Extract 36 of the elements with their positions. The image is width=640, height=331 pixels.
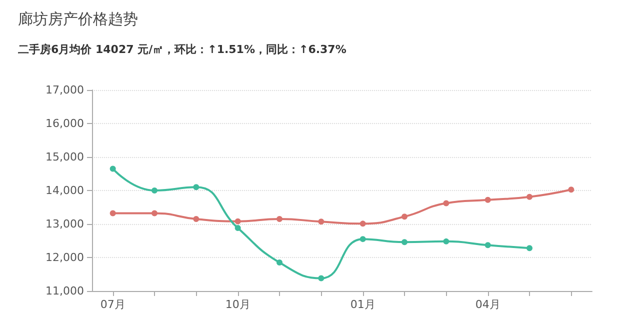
y-tick-label: 16,000 — [46, 117, 84, 130]
point — [402, 214, 408, 220]
point — [402, 239, 408, 246]
point — [484, 242, 491, 248]
y-tick-label: 15,000 — [46, 150, 84, 164]
y-tick-label: 17,000 — [46, 84, 84, 96]
point — [568, 186, 574, 193]
point — [193, 184, 200, 190]
point — [110, 210, 116, 216]
point — [276, 216, 282, 222]
point — [360, 220, 366, 227]
point — [526, 245, 532, 252]
y-tick-label: 12,000 — [46, 251, 84, 264]
point — [234, 225, 241, 232]
point — [318, 275, 324, 282]
point — [110, 166, 116, 172]
point — [193, 216, 200, 222]
x-tick-label: 01月 — [350, 298, 376, 311]
chart-title: 廊坊房产价格趋势 — [18, 10, 138, 29]
point — [276, 260, 282, 266]
point — [526, 194, 532, 200]
x-tick-label: 04月 — [475, 298, 500, 311]
point — [152, 188, 158, 194]
point — [484, 196, 491, 203]
chart-subtitle: 二手房6月均价 14027 元/㎡，环比：↑1.51%，同比：↑6.37% — [18, 42, 346, 57]
point — [443, 200, 450, 206]
point — [234, 218, 241, 224]
x-tick-label: 07月 — [100, 298, 126, 311]
y-tick-label: 13,000 — [46, 218, 84, 230]
point — [360, 236, 366, 242]
point — [443, 238, 450, 244]
y-tick-label: 11,000 — [46, 284, 84, 298]
point — [318, 218, 324, 225]
x-tick-label: 10月 — [225, 298, 250, 311]
y-tick-label: 14,000 — [46, 184, 84, 197]
point — [152, 210, 158, 216]
